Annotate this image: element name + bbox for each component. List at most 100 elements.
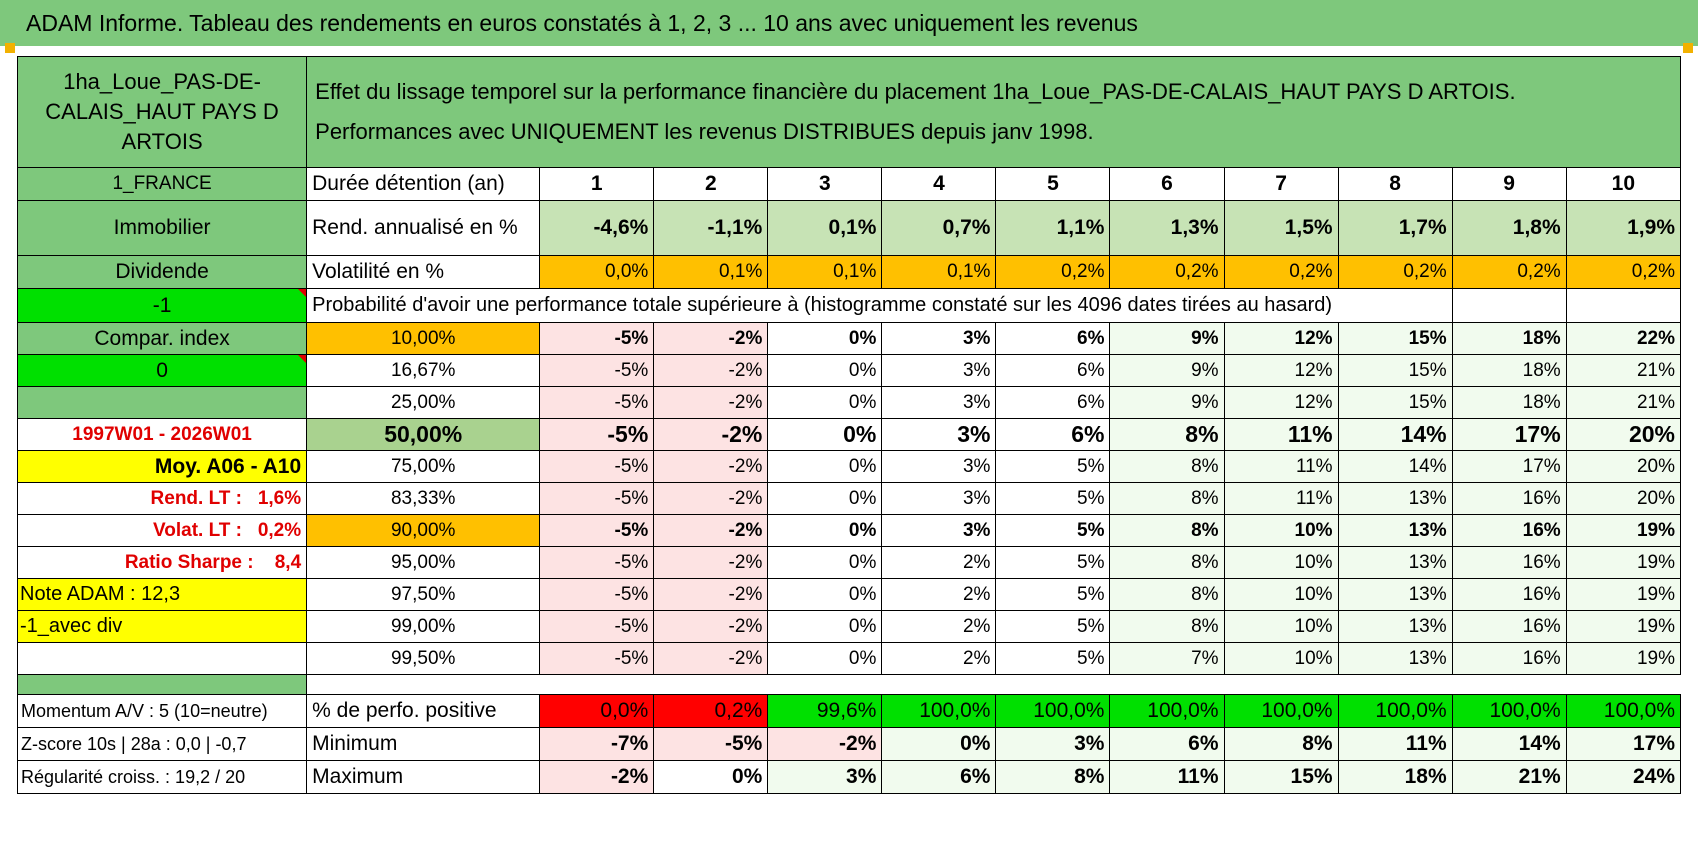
prob-row: 25,00% -5% -2% 0% 3% 6% 9% 12% 15% 18% 21% (16, 386, 1682, 419)
prob-threshold: 95,00% (306, 546, 541, 579)
prob-value-cell: -5% (539, 578, 655, 611)
prob-value-cell: 5% (995, 514, 1111, 547)
prob-value-cell: 21% (1565, 386, 1682, 419)
max-row: Régularité croiss. : 19,2 / 20 Maximum -2%… (16, 760, 1682, 794)
prob-value-cell: -5% (539, 514, 655, 547)
prob-threshold: 25,00% (306, 386, 541, 419)
prob-value-cell: 0% (767, 418, 883, 451)
prob-value-cell: 14% (1337, 418, 1453, 451)
rend-cell: 1,5% (1223, 200, 1339, 256)
prob-row: Ratio Sharpe : 8,4 95,00% -5% -2% 0% 2% 5% 8% 10… (16, 546, 1682, 579)
prob-value-cell: 11% (1223, 482, 1339, 515)
rend-row: Immobilier Rend. annualisé en % -4,6% -1,… (16, 200, 1682, 256)
prob-value-cell: 0% (767, 354, 883, 387)
prob-value-cell: 0% (767, 610, 883, 643)
years-label: Durée détention (an) (306, 167, 541, 201)
year-cell: 2 (653, 167, 769, 201)
prob-row: Volat. LT : 0,2% 90,00% -5% -2% 0% 3% 5% 8% 10% 1… (16, 514, 1682, 547)
prob-value-cell: -2% (653, 546, 769, 579)
prob-value-cell: 8% (1109, 610, 1225, 643)
positive-cell: 100,0% (1565, 694, 1682, 728)
prob-threshold: 50,00% (306, 418, 541, 451)
prob-value-cell: 16% (1451, 610, 1567, 643)
year-cell: 7 (1223, 167, 1339, 201)
prob-row: Rend. LT : 1,6% 83,33% -5% -2% 0% 3% 5% 8% 11% 13… (16, 482, 1682, 515)
prob-row: 1997W01 - 2026W01 50,00% -5% -2% 0% 3% 6% 8% 11%… (16, 418, 1682, 451)
prob-value-cell: 2% (881, 642, 997, 675)
min-cell: 3% (995, 727, 1111, 761)
prob-value-cell: 8% (1109, 578, 1225, 611)
rend-cell: 1,8% (1451, 200, 1567, 256)
vol-cell: 0,0% (539, 255, 655, 289)
prob-value-cell: 13% (1337, 578, 1453, 611)
year-cell: 8 (1337, 167, 1453, 201)
zscore-label: Z-score 10s | 28a : 0,0 | -0,7 (16, 727, 308, 761)
positive-cell: 0,0% (539, 694, 655, 728)
positive-cell: 100,0% (881, 694, 997, 728)
spacer-row (16, 674, 1681, 695)
year-cell: 9 (1451, 167, 1567, 201)
max-cell: 0% (653, 760, 769, 794)
prob-value-cell: 12% (1223, 322, 1339, 355)
vol-label: Volatilité en % (306, 255, 541, 289)
prob-value-cell: 19% (1565, 642, 1682, 675)
prob-value-cell: 3% (881, 322, 997, 355)
positive-cell: 100,0% (1109, 694, 1225, 728)
min-cell: -5% (653, 727, 769, 761)
max-cell: 6% (881, 760, 997, 794)
prob-value-cell: 0% (767, 546, 883, 579)
prob-value-cell: 3% (881, 514, 997, 547)
prob-value-cell: 0% (767, 386, 883, 419)
prob-value-cell: -5% (539, 546, 655, 579)
prob-value-cell: 18% (1451, 322, 1567, 355)
positive-row: Momentum A/V : 5 (10=neutre)% de perfo. … (16, 694, 1682, 728)
prob-value-cell: 6% (995, 322, 1111, 355)
category-label: Immobilier (16, 200, 308, 256)
prob-value-cell: -2% (653, 450, 769, 483)
prob-value-cell: -2% (653, 514, 769, 547)
prob-value-cell: 17% (1451, 450, 1567, 483)
min-cell: 14% (1451, 727, 1567, 761)
prob-header: Probabilité d'avoir une performance tota… (306, 288, 1453, 323)
min-cell: 8% (1223, 727, 1339, 761)
prob-value-cell: 13% (1337, 482, 1453, 515)
compar-value: 0 (16, 354, 308, 387)
prob-threshold: 97,50% (306, 578, 541, 611)
prob-row: 99,50% -5% -2% 0% 2% 5% 7% 10% 13% 16% 19% (16, 642, 1682, 675)
positive-cell: 100,0% (995, 694, 1111, 728)
prob-value-cell: 6% (995, 354, 1111, 387)
prob-value-cell: 5% (995, 482, 1111, 515)
prob-value-cell: 12% (1223, 354, 1339, 387)
prob-value-cell: -2% (653, 482, 769, 515)
prob-value-cell: 9% (1109, 386, 1225, 419)
prob-value-cell: 5% (995, 642, 1111, 675)
prob-value-cell: 13% (1337, 514, 1453, 547)
min-cell: 17% (1565, 727, 1682, 761)
empty-cell (16, 642, 308, 675)
prob-value-cell: 12% (1223, 386, 1339, 419)
mode-label: Dividende (16, 255, 308, 289)
spacer-green (16, 674, 308, 695)
returns-table: 1ha_Loue_PAS-DE-CALAIS_HAUT PAYS D ARTOI… (16, 56, 1682, 794)
year-cell: 5 (995, 167, 1111, 201)
prob-value-cell: 0% (767, 514, 883, 547)
prob-row: Note ADAM : 12,3 97,50% -5% -2% 0% 2% 5% 8% 10% 1… (16, 578, 1682, 611)
rend-cell: 1,9% (1565, 200, 1682, 256)
vol-cell: 0,1% (881, 255, 997, 289)
prob-value-cell: 5% (995, 578, 1111, 611)
momentum-label: Momentum A/V : 5 (10=neutre) (16, 694, 308, 728)
prob-value-cell: -5% (539, 354, 655, 387)
description-line-1: Effet du lissage temporel sur la perform… (315, 79, 1516, 104)
prob-value-cell: 16% (1451, 514, 1567, 547)
prob-value-cell: 3% (881, 482, 997, 515)
prob-row: Moy. A06 - A10 75,00% -5% -2% 0% 3% 5% 8% 11% 14%… (16, 450, 1682, 483)
rend-cell: 1,3% (1109, 200, 1225, 256)
prob-value-cell: 10% (1223, 610, 1339, 643)
max-cell: 24% (1565, 760, 1682, 794)
report-title: ADAM Informe. Tableau des rendements en … (0, 0, 1698, 46)
prob-value-cell: 13% (1337, 546, 1453, 579)
empty-green-cell (16, 386, 308, 419)
prob-value-cell: -5% (539, 450, 655, 483)
prob-value-cell: 16% (1451, 546, 1567, 579)
